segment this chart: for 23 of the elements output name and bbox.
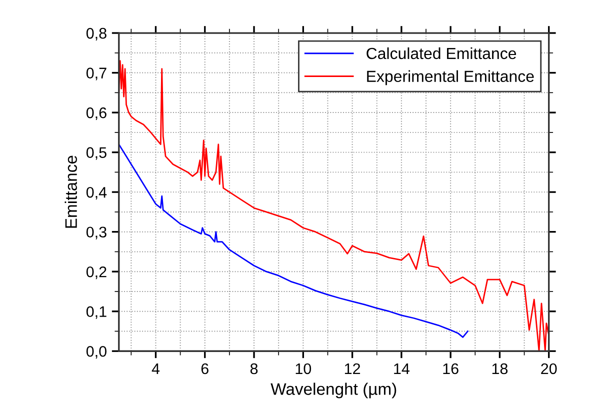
x-axis-title: Wavelenght (µm): [270, 382, 396, 398]
x-tick-label: 10: [296, 363, 312, 374]
y-tick-label: 0,1: [86, 306, 106, 319]
x-tick-label: 20: [541, 363, 557, 374]
y-tick-label: 0,6: [86, 107, 106, 120]
y-tick-label: 0,5: [86, 147, 106, 160]
x-tick-label: 6: [201, 363, 208, 374]
legend-label: Calculated Emittance: [366, 47, 516, 60]
x-tick-label: 12: [344, 363, 360, 374]
y-tick-label: 0,7: [86, 68, 106, 80]
y-axis-title: Emittance: [64, 156, 77, 228]
x-tick-label: 18: [492, 363, 508, 374]
y-tick-label: 0,2: [86, 266, 106, 280]
y-tick-label: 0,4: [86, 186, 107, 200]
x-tick-label: 8: [250, 363, 258, 374]
x-tick-label: 14: [394, 363, 410, 374]
y-tick-label: 0,3: [86, 226, 106, 240]
y-tick-label: 0,8: [86, 28, 106, 41]
y-tick-label: 0,0: [86, 346, 106, 359]
x-tick-label: 4: [152, 363, 160, 374]
x-tick-label: 16: [443, 363, 458, 374]
legend-label: Experimental Emittance: [367, 70, 534, 86]
line-series: [118, 144, 468, 338]
